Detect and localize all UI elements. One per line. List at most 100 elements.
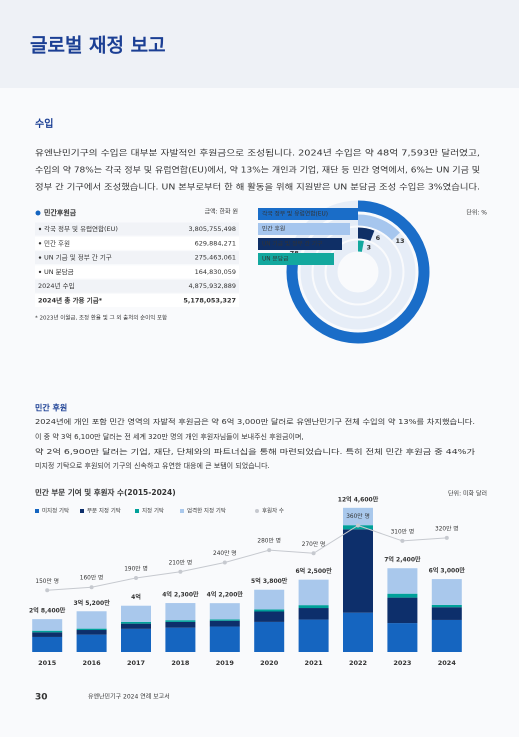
row-value: 4,875,932,889 (188, 282, 236, 290)
donor-point (45, 588, 50, 593)
legend-marker (180, 509, 184, 513)
legend-marker (80, 509, 84, 513)
total-label: 5억 3,800만 (251, 577, 288, 585)
table-row (35, 294, 239, 307)
x-tick-label: 2016 (83, 659, 102, 667)
legend-label: 후원자 수 (262, 507, 284, 515)
row-label: 각국 정부 및 유럽연합(EU) (44, 224, 118, 233)
bar-segment (343, 612, 373, 652)
donor-point (178, 569, 183, 574)
x-tick-label: 2023 (393, 659, 411, 667)
radial-value-label: 13 (395, 237, 404, 245)
section-heading: 수입 (35, 117, 53, 130)
bar-segment (32, 632, 63, 637)
bar-segment (76, 628, 107, 631)
row-value: 5,178,053,327 (183, 297, 236, 305)
bar-segment (431, 604, 462, 608)
header-band (0, 0, 519, 88)
bar-segment (165, 621, 196, 628)
bar-segment (387, 597, 418, 624)
donor-line (47, 524, 447, 591)
donor-point (311, 551, 316, 556)
legend-label: 지정 기탁 (142, 507, 164, 515)
bar-segment (387, 623, 418, 652)
row-label: 2024년 수입 (38, 281, 75, 290)
category-label: 민간 후원 (262, 225, 285, 233)
legend-label: 부분 지정 기탁 (87, 507, 121, 515)
table-row (35, 222, 239, 236)
bar-segment (431, 579, 462, 605)
radial-value-label: 6 (376, 234, 381, 242)
bar-segment (76, 630, 107, 635)
total-label: 3억 5,200만 (73, 599, 110, 607)
donor-label: 270만 명 (302, 540, 326, 548)
page-title: 글로벌 재정 보고 (30, 35, 166, 57)
donor-label: 310만 명 (391, 527, 415, 535)
bar-segment (431, 619, 462, 652)
category-label: UN 분담금 (262, 256, 289, 263)
x-tick-label: 2019 (216, 659, 235, 667)
radial-bar (286, 200, 430, 344)
total-label: 12억 4,600만 (338, 495, 379, 503)
donor-label: 240만 명 (213, 549, 237, 557)
bar-segment (387, 568, 418, 594)
donor-point (400, 538, 405, 543)
bar-segment (76, 611, 107, 629)
bar-segment (254, 611, 285, 622)
x-tick-label: 2017 (127, 659, 145, 667)
bar-segment (254, 589, 285, 610)
bar-segment (121, 623, 151, 629)
footer-text: 유엔난민기구 2024 연례 보고서 (88, 693, 170, 701)
chart-unit: 단위: % (466, 209, 487, 217)
bar-segment (254, 621, 285, 652)
bar-segment (32, 630, 63, 633)
bar-segment (209, 619, 240, 621)
bar-segment (165, 627, 196, 652)
bar-segment (165, 620, 196, 622)
bar-segment (32, 636, 63, 652)
bar-segment (165, 603, 196, 621)
bar-segment (298, 619, 329, 652)
paragraph-line: 수입의 약 78%는 각국 정부 및 유럽연합(EU)에서, 약 13%는 개인… (35, 165, 480, 175)
total-label: 2억 8,400만 (29, 607, 66, 615)
donor-point (356, 523, 360, 528)
bar-segment (121, 605, 151, 622)
table-title-dot (35, 210, 41, 216)
total-label: 6억 3,000만 (429, 567, 466, 575)
table-row (35, 265, 239, 279)
category-band (258, 253, 334, 265)
category-band (258, 223, 350, 235)
chart-unit: 단위: 미화 달러 (448, 490, 487, 498)
bar-segment (343, 529, 373, 613)
bar-segment (32, 619, 63, 631)
paragraph-line: 이 중 약 3억 6,100만 달러는 전 세계 320만 명의 개인 후원자님… (35, 432, 304, 441)
donor-point (222, 560, 227, 565)
bar-segment (298, 579, 329, 606)
table-row (35, 279, 239, 293)
legend-label: 미지정 기탁 (42, 507, 69, 515)
row-value: 275,463,061 (195, 254, 236, 262)
bar-segment (209, 603, 240, 620)
paragraph-line: 약 2억 6,900만 달러는 기업, 재단, 단체와의 파트너십을 통해 마련… (35, 447, 476, 456)
total-label: 4억 2,200만 (207, 591, 244, 599)
bar-segment (298, 608, 329, 620)
bar-segment (121, 628, 151, 652)
radial-bar (357, 214, 400, 241)
paragraph-line: 유엔난민기구의 수입은 대부분 자발적인 후원금으로 조성됩니다. 2024년 … (35, 148, 480, 158)
row-label: UN 기금 및 정부 간 기구 (44, 253, 112, 262)
table-row (35, 236, 239, 250)
bar-segment (387, 593, 418, 598)
bar-segment (431, 607, 462, 620)
x-tick-label: 2022 (349, 659, 367, 667)
radial-bar (357, 227, 375, 241)
donor-point (267, 548, 272, 553)
bar-segment (298, 605, 329, 609)
donor-label: 210만 명 (169, 558, 193, 566)
category-band (258, 208, 358, 220)
paragraph-line: 2024년에 개인 포함 민간 영역의 자발적 후원금은 약 6억 3,000만… (35, 417, 475, 426)
paragraph-line: 정부 간 기구에서 조성했습니다. UN 본부로부터 한 해 활동을 위해 지원… (35, 182, 480, 192)
bar-segment (343, 507, 373, 526)
donor-label: 280만 명 (257, 537, 281, 545)
